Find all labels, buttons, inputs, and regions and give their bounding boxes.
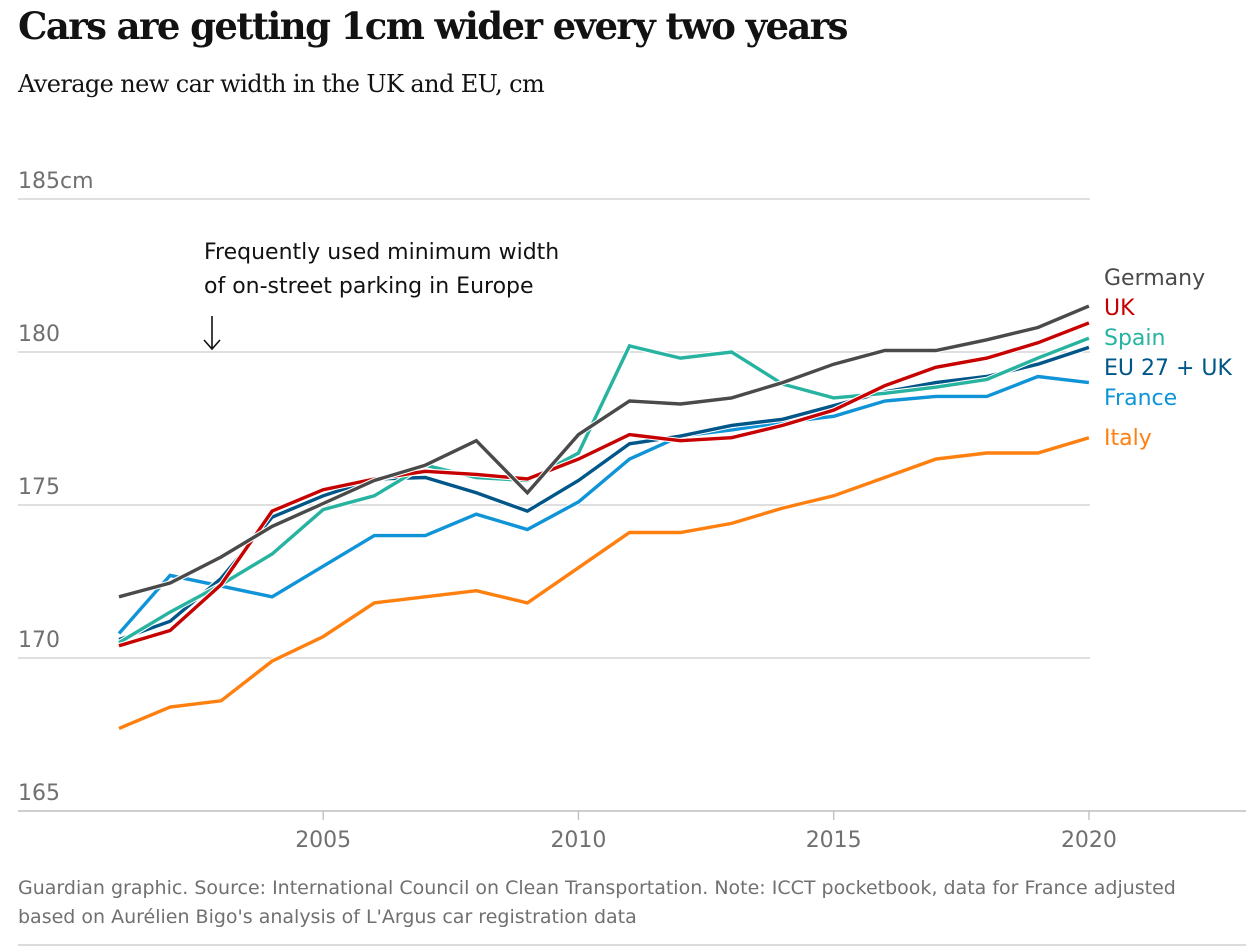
x-tick-label-2010: 2010: [550, 828, 606, 853]
series-germany: [118, 303, 1090, 600]
legend-label-france: France: [1104, 386, 1177, 411]
legend-label-spain: Spain: [1104, 326, 1165, 351]
x-tick-label-2015: 2015: [806, 828, 862, 853]
series-line-spain: [118, 336, 1090, 645]
x-tick-label-2005: 2005: [295, 828, 351, 853]
series-lines: [116, 303, 1090, 731]
source-note: Guardian graphic. Source: International …: [18, 877, 1176, 928]
series-line-eu-27-uk: [118, 345, 1090, 642]
gridlines: [18, 198, 1090, 659]
bottom-divider: [18, 944, 1246, 946]
down-arrow-icon: [203, 316, 221, 351]
series-line-italy: [118, 436, 1090, 730]
legend: Germany UK Spain EU 27 + UK France Italy: [1104, 266, 1233, 451]
series-line-uk: [118, 321, 1090, 648]
y-tick-label-175: 175: [18, 475, 60, 500]
annotation-line-2: of on-street parking in Europe: [204, 274, 534, 299]
x-axis: 2005 2010 2015 2020: [18, 810, 1246, 853]
legend-label-eu-27-uk: EU 27 + UK: [1104, 356, 1233, 381]
chart-subtitle: Average new car width in the UK and EU, …: [18, 70, 545, 98]
legend-label-italy: Italy: [1104, 426, 1152, 451]
annotation-line-1: Frequently used minimum width: [204, 240, 559, 265]
parking-annotation: Frequently used minimum width of on-stre…: [203, 240, 559, 351]
y-tick-label-185: 185cm: [18, 169, 94, 194]
y-tick-label-170: 170: [18, 628, 60, 653]
legend-label-uk: UK: [1104, 296, 1135, 321]
line-chart: 165 170 175 180 185cm 2005 2010 2015 2020 Frequ…: [18, 169, 1246, 853]
y-tick-label-180: 180: [18, 322, 60, 347]
series-uk: [118, 320, 1090, 649]
chart-title: Cars are getting 1cm wider every two yea…: [18, 4, 849, 48]
series-line-france: [117, 374, 1090, 635]
series-eu-27-uk: [118, 344, 1090, 643]
x-tick-label-2020: 2020: [1061, 828, 1117, 853]
legend-label-germany: Germany: [1104, 266, 1205, 291]
y-tick-label-165: 165: [18, 781, 60, 806]
series-italy: [117, 435, 1090, 731]
series-line-germany: [118, 304, 1090, 599]
series-spain: [117, 335, 1090, 646]
series-france: [116, 373, 1090, 636]
y-axis-ticks: 165 170 175 180 185cm: [18, 169, 94, 806]
